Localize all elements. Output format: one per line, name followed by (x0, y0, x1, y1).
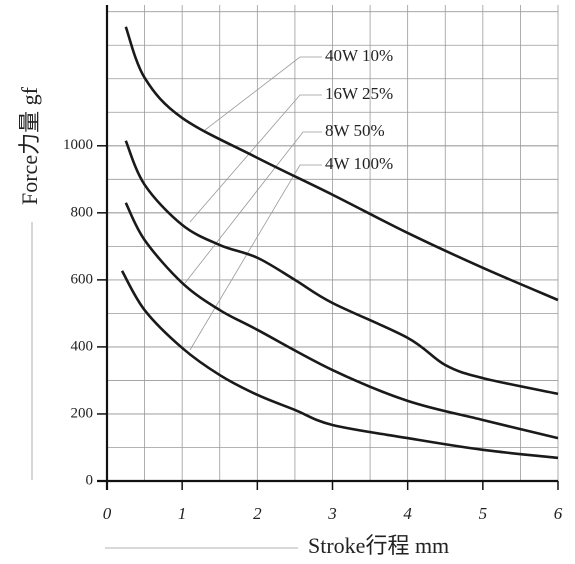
x-tick-label: 5 (479, 504, 488, 523)
y-tick-label: 0 (86, 472, 94, 488)
x-tick-label: 3 (327, 504, 337, 523)
leader-line (189, 164, 322, 351)
x-tick-label: 2 (253, 504, 262, 523)
curve (124, 202, 559, 440)
y-axis-label: Force力量 gf (17, 86, 42, 205)
grid (106, 5, 559, 482)
series-label: 16W 25% (325, 84, 393, 103)
leader-line (204, 56, 322, 131)
leader-line (184, 131, 322, 284)
y-tick-label: 200 (71, 405, 94, 421)
series-label: 4W 100% (325, 154, 393, 173)
x-tick-label: 6 (554, 504, 563, 523)
curve (120, 270, 559, 460)
y-tick-label: 1000 (63, 137, 93, 153)
series-label: 8W 50% (325, 121, 385, 140)
y-tick-label: 600 (71, 271, 94, 287)
x-tick-label: 4 (403, 504, 412, 523)
leader-line (189, 94, 322, 223)
y-tick-label: 800 (71, 204, 94, 220)
series-label: 40W 10% (325, 46, 393, 65)
x-tick-label: 1 (178, 504, 187, 523)
curve (124, 26, 559, 302)
x-axis-label: Stroke行程 mm (308, 533, 449, 558)
curve (124, 140, 559, 396)
x-tick-label: 0 (103, 504, 112, 523)
y-tick-label: 400 (71, 338, 94, 354)
annotations (184, 56, 322, 351)
